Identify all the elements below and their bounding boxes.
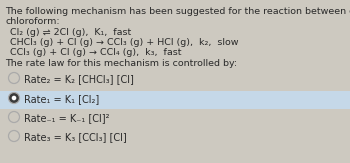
Text: CHCl₃ (g) + Cl (g) → CCl₃ (g) + HCl (g),  k₂,  slow: CHCl₃ (g) + Cl (g) → CCl₃ (g) + HCl (g),…	[10, 38, 238, 47]
Text: The following mechanism has been suggested for the reaction between chlorine and: The following mechanism has been suggest…	[5, 7, 350, 16]
Text: chloroform:: chloroform:	[5, 17, 60, 26]
Text: CCl₃ (g) + Cl (g) → CCl₄ (g),  k₃,  fast: CCl₃ (g) + Cl (g) → CCl₄ (g), k₃, fast	[10, 48, 182, 57]
Text: Rate₋₁ = K₋₁ [Cl]²: Rate₋₁ = K₋₁ [Cl]²	[24, 113, 110, 123]
Circle shape	[8, 92, 20, 104]
Bar	[0, 91, 350, 109]
Text: Rate₁ = K₁ [Cl₂]: Rate₁ = K₁ [Cl₂]	[24, 94, 99, 104]
Text: Rate₃ = K₃ [CCl₃] [Cl]: Rate₃ = K₃ [CCl₃] [Cl]	[24, 132, 127, 142]
Circle shape	[12, 96, 16, 100]
Text: Rate₂ = K₂ [CHCl₃] [Cl]: Rate₂ = K₂ [CHCl₃] [Cl]	[24, 74, 134, 84]
Text: Cl₂ (g) ⇌ 2Cl (g),  K₁,  fast: Cl₂ (g) ⇌ 2Cl (g), K₁, fast	[10, 28, 131, 37]
Text: The rate law for this mechanism is controlled by:: The rate law for this mechanism is contr…	[5, 59, 237, 68]
